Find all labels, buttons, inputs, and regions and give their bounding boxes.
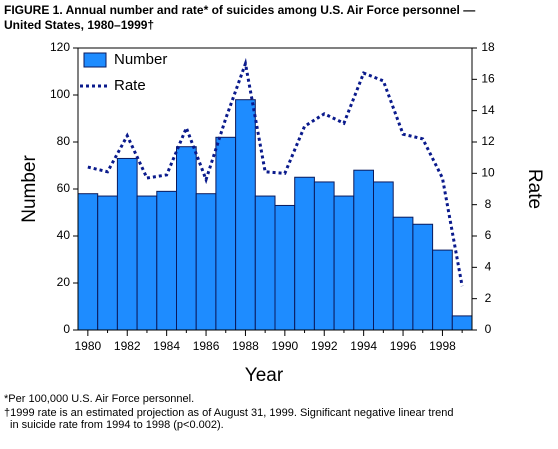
y2-tick-label: 14 [481,103,495,117]
y-tick-label: 40 [57,228,71,242]
bar [392,216,414,331]
bar [156,190,178,331]
x-tick-label: 1998 [429,339,456,353]
y2-tick-label: 8 [485,197,492,211]
bar [294,176,315,331]
footnote: †1999 rate is an estimated projection as… [4,407,453,419]
x-axis-label: Year [245,365,284,386]
bar [412,223,434,331]
y-axis-label: Number [19,155,40,223]
bar [333,195,355,331]
bar [97,195,118,331]
x-tick-label: 1992 [311,339,338,353]
bar [313,181,335,331]
legend-label: Rate [114,77,146,94]
bar [176,146,197,331]
y2-tick-label: 0 [485,322,492,336]
y-tick-label: 0 [63,322,70,336]
bar [432,249,453,331]
bar [215,136,237,331]
y2-tick-label: 16 [481,72,495,86]
footnote: *Per 100,000 U.S. Air Force personnel. [4,393,194,405]
x-tick-label: 1984 [153,339,180,353]
bar [451,315,473,331]
y-tick-label: 100 [50,87,70,101]
y-tick-label: 80 [57,134,71,148]
y2-tick-label: 4 [485,260,492,274]
bar [136,195,158,331]
rate-line [87,57,464,287]
bar [373,181,394,331]
y2-axis-label: Rate [524,169,545,209]
bar [235,99,256,331]
x-tick-label: 1980 [74,339,101,353]
x-tick-label: 1994 [350,339,377,353]
x-tick-label: 1990 [271,339,298,353]
bar [274,204,296,331]
bar [116,157,138,331]
x-tick-label: 1988 [232,339,259,353]
legend-swatch [83,52,107,68]
y2-tick-label: 10 [481,166,495,180]
bar [353,169,374,331]
y-tick-label: 20 [57,275,71,289]
x-tick-label: 1986 [193,339,220,353]
bar [195,193,217,331]
y2-tick-label: 18 [481,40,495,54]
legend-label: Number [114,51,167,68]
bar [77,193,99,331]
x-tick-label: 1982 [114,339,141,353]
y2-tick-label: 2 [485,291,492,305]
chart-title: FIGURE 1. Annual number and rate* of sui… [4,3,475,17]
bar [254,195,276,331]
chart-title: United States, 1980–1999† [4,18,154,32]
footnote: in suicide rate from 1994 to 1998 (p<0.0… [10,419,224,431]
x-tick-label: 1996 [390,339,417,353]
y2-tick-label: 6 [485,228,492,242]
y2-tick-label: 12 [481,134,495,148]
y-tick-label: 120 [50,40,70,54]
y-tick-label: 60 [57,181,71,195]
